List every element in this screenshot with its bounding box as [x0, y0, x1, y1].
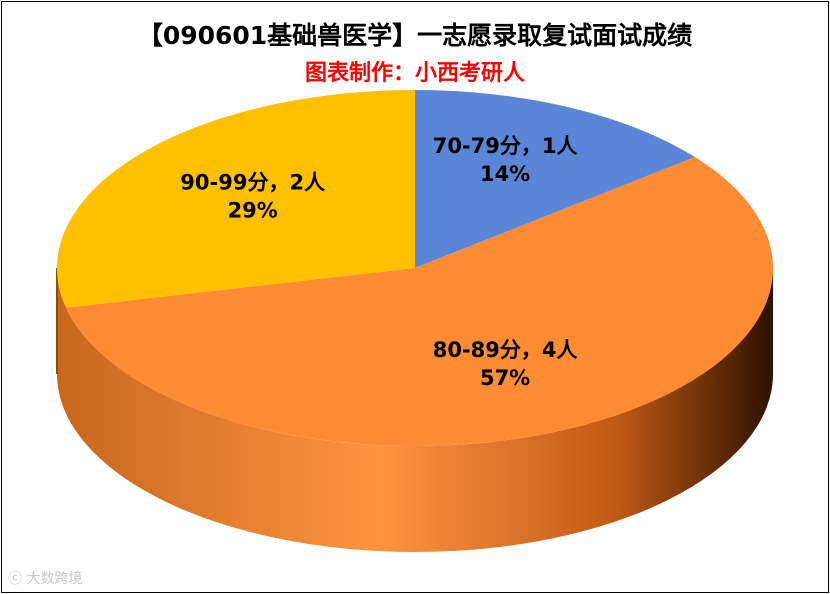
- chart-title: 【090601基础兽医学】一志愿录取复试面试成绩: [137, 21, 693, 50]
- pie-label-2: 90-99分，2人: [180, 171, 325, 195]
- pie-percent-0: 14%: [480, 162, 530, 186]
- pie-slice-0: [415, 90, 695, 268]
- pie-slice-1: [65, 157, 774, 447]
- pie-label-0: 70-79分，1人: [433, 134, 578, 158]
- pie-slice-2: [57, 90, 415, 308]
- pie-percent-1: 57%: [480, 366, 530, 390]
- pie-percent-2: 29%: [228, 199, 278, 223]
- pie-data-labels: 70-79分，1人 14% 80-89分，4人 57% 90-99分，2人 29%: [180, 134, 577, 390]
- watermark-text: 大数跨境: [26, 571, 83, 587]
- pie-side-surface: [57, 268, 773, 552]
- chart-subtitle: 图表制作：小西考研人: [304, 61, 525, 86]
- watermark: ⓒ 大数跨境: [8, 568, 82, 588]
- pie-slices: [57, 90, 774, 447]
- pie-side-wall: [56, 268, 773, 552]
- pie-label-1: 80-89分，4人: [433, 338, 578, 362]
- watermark-logo-icon: ⓒ: [8, 571, 22, 587]
